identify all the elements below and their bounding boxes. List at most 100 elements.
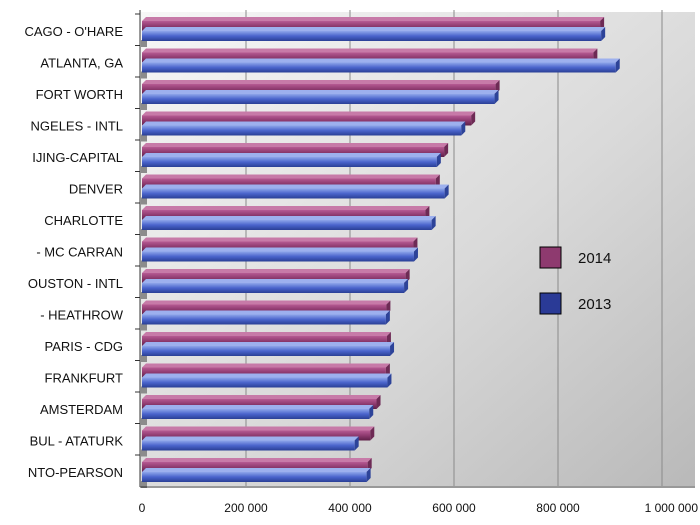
bar-top	[142, 458, 372, 462]
axes	[135, 10, 695, 488]
floor-segment	[141, 418, 147, 425]
bar-2013-7	[142, 216, 436, 230]
bar-end	[387, 373, 392, 388]
bar-face	[142, 31, 602, 41]
bar-2013-13	[142, 405, 374, 419]
x-tick-label: 800 000	[536, 501, 580, 515]
category-label: AMSTERDAM	[40, 402, 123, 417]
floor-segment	[141, 229, 147, 236]
bar-end	[436, 153, 441, 167]
category-label: FRANKFURT	[45, 371, 124, 386]
bar-end	[461, 121, 466, 136]
bar-end	[354, 436, 359, 451]
bar-end	[444, 143, 449, 157]
legend-swatch-2013	[539, 292, 562, 315]
bar-top	[142, 373, 392, 378]
bar-top	[142, 310, 390, 315]
bar-end	[471, 111, 476, 126]
bar-top	[142, 184, 449, 189]
floor-segment	[141, 260, 147, 268]
bar-end	[390, 342, 395, 356]
legend-label-2013: 2013	[578, 296, 611, 313]
bar-end	[369, 405, 374, 419]
bar-top	[142, 426, 375, 431]
bar-top	[142, 436, 359, 441]
bar-face	[142, 94, 495, 104]
bar-end	[366, 468, 371, 482]
x-tick-label: 600 000	[432, 501, 476, 515]
bar-top	[142, 247, 418, 252]
bar-end	[370, 426, 375, 441]
bar-top	[142, 121, 466, 126]
bar-face	[142, 440, 355, 451]
bar-face	[142, 409, 370, 419]
bar-end	[431, 216, 436, 230]
x-tick-label: 400 000	[328, 501, 372, 515]
bar-top	[142, 58, 620, 63]
category-label: PARIS - CDG	[45, 339, 124, 354]
bar-top	[142, 395, 381, 399]
bar-face	[142, 462, 368, 472]
bar-face	[142, 472, 367, 482]
bar-2013-8	[142, 247, 418, 262]
category-label: OUSTON - INTL	[28, 276, 123, 291]
bar-face	[142, 21, 601, 31]
bar-2013-4	[142, 121, 466, 136]
floor-segment	[141, 449, 147, 457]
bar-face	[142, 346, 391, 356]
bar-2013-12	[142, 373, 392, 388]
floor-segment	[141, 197, 147, 205]
bar-face	[142, 210, 426, 220]
bar-top	[142, 300, 391, 305]
bar-face	[142, 314, 386, 325]
bar-top	[142, 342, 395, 346]
bar-face	[142, 399, 377, 409]
bar-2014-5	[142, 143, 449, 157]
bar-2013-15	[142, 468, 371, 482]
floor-segment	[141, 386, 147, 394]
bar-end	[494, 90, 499, 104]
bar-top	[142, 111, 476, 116]
bar-face	[142, 84, 496, 94]
bar-2013-14	[142, 436, 359, 451]
bar-top	[142, 405, 374, 409]
bar-2013-6	[142, 184, 449, 199]
bar-end	[601, 27, 606, 41]
bar-end	[404, 279, 409, 293]
floor-segment	[141, 323, 147, 331]
bar-2013-1	[142, 27, 606, 41]
bar-face	[142, 52, 594, 63]
category-label: NTO-PEARSON	[28, 465, 123, 480]
floor-segment	[141, 481, 147, 488]
bar-face	[142, 157, 437, 167]
bar-face	[142, 377, 388, 388]
bar-2014-15	[142, 458, 372, 472]
bar-end	[615, 58, 620, 73]
bar-2014-13	[142, 395, 381, 409]
bar-2013-5	[142, 153, 441, 167]
bar-face	[142, 62, 616, 73]
bar-top	[142, 143, 449, 147]
bars	[142, 17, 620, 482]
bar-face	[142, 125, 462, 136]
bar-end	[413, 247, 418, 262]
bar-top	[142, 90, 499, 94]
bar-top	[142, 279, 409, 283]
x-tick-label: 200 000	[224, 501, 268, 515]
category-label: NGELES - INTL	[31, 119, 123, 134]
bar-face	[142, 147, 445, 157]
floor-segment	[141, 166, 147, 173]
bar-top	[142, 363, 390, 368]
bar-top	[142, 237, 418, 242]
category-labels: CAGO - O'HARE ATLANTA, GA FORT WORTH NGELES…	[24, 24, 123, 480]
category-label: CHARLOTTE	[44, 213, 123, 228]
bar-top	[142, 269, 410, 273]
x-tick-label: 0	[139, 501, 146, 515]
floor-segment	[141, 292, 147, 299]
bar-top	[142, 216, 436, 220]
bar-end	[444, 184, 449, 199]
bar-end	[385, 310, 390, 325]
floor-segment	[141, 134, 147, 142]
category-label: CAGO - O'HARE	[24, 24, 123, 39]
